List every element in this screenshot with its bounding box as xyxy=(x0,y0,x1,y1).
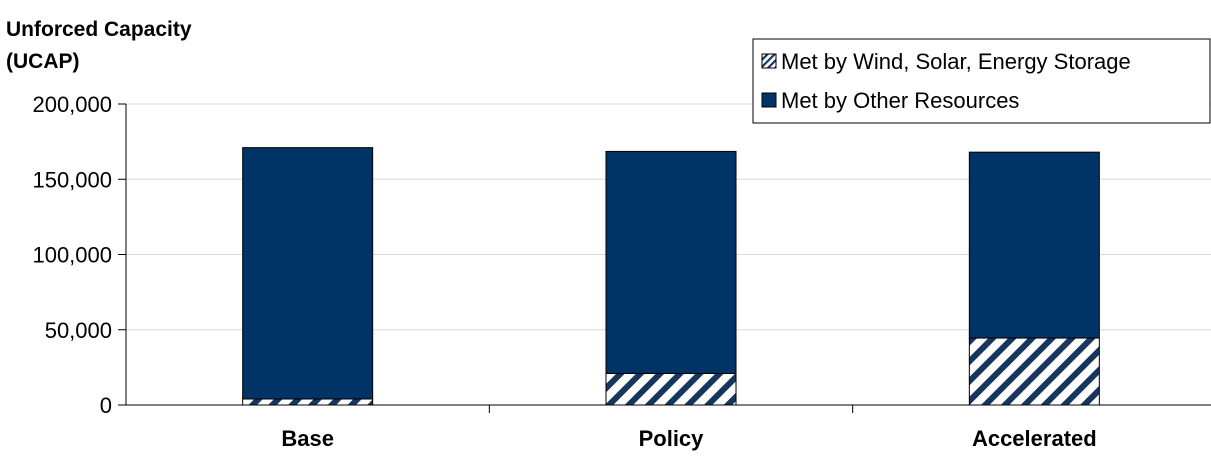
x-category-label: Policy xyxy=(639,426,705,451)
x-category-label: Accelerated xyxy=(972,426,1097,451)
x-axis: Base Policy Accelerated xyxy=(126,404,1211,451)
legend-entry-label: Met by Other Resources xyxy=(781,88,1019,113)
bar-accelerated-other-resources xyxy=(968,151,1100,339)
bar-accelerated-wind-solar-storage xyxy=(968,337,1100,406)
x-category-label: Base xyxy=(281,426,334,451)
legend-box xyxy=(752,38,1211,124)
y-tick-label: 100,000 xyxy=(32,243,112,268)
y-tick-label: 50,000 xyxy=(45,318,112,343)
legend-swatch-other-resources xyxy=(761,92,777,108)
y-tick-label: 0 xyxy=(100,393,112,418)
bar-base-other-resources xyxy=(242,147,374,400)
legend-swatch-wind-solar-storage xyxy=(761,53,777,69)
y-tick-label: 200,000 xyxy=(32,92,112,117)
legend: Met by Wind, Solar, Energy Storage Met by… xyxy=(752,38,1211,124)
bar-policy-wind-solar-storage xyxy=(605,372,737,406)
y-axis-label-line-2: (UCAP) xyxy=(6,50,80,73)
legend-entry-label: Met by Wind, Solar, Energy Storage xyxy=(781,49,1131,74)
bars xyxy=(242,147,1100,406)
y-axis-label-line-1: Unforced Capacity xyxy=(6,18,192,41)
y-tick-label: 150,000 xyxy=(32,167,112,192)
y-axis: 0 50,000 100,000 150,000 200,000 xyxy=(32,92,127,418)
bar-policy-other-resources xyxy=(605,150,737,374)
bar-base-wind-solar-storage xyxy=(242,398,374,406)
